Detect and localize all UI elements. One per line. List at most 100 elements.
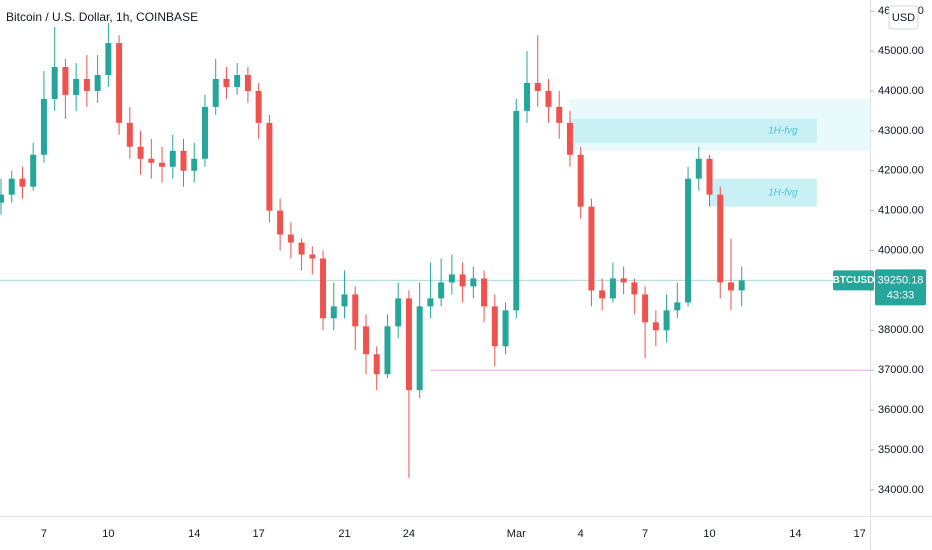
candle-body: [191, 158, 198, 171]
candle-body: [83, 78, 90, 91]
candle-body: [588, 206, 595, 291]
candle-body: [40, 98, 47, 155]
candle-body: [266, 122, 273, 211]
candle-body: [148, 158, 155, 163]
last-price-label: 39250.18: [878, 274, 924, 286]
candle-body: [309, 254, 316, 259]
candle-body: [459, 274, 466, 287]
candle-body: [674, 302, 681, 311]
y-tick-label: 40000.00: [878, 244, 924, 256]
candle-body: [405, 298, 412, 391]
candle-body: [373, 354, 380, 375]
fvg-label: 1H-fvg: [768, 125, 798, 136]
x-tick-label: 17: [854, 528, 866, 540]
y-tick-label: 36000.00: [878, 404, 924, 416]
candle-body: [116, 43, 123, 123]
candle-body: [8, 178, 15, 195]
candle-body: [438, 282, 445, 299]
candle-body: [502, 310, 509, 347]
candle-body: [470, 278, 477, 287]
candle-body: [685, 178, 692, 303]
candle-body: [19, 178, 26, 187]
y-tick-label: 37000.00: [878, 364, 924, 376]
candle-body: [652, 322, 659, 331]
candle-body: [599, 290, 606, 299]
candle-body: [513, 110, 520, 311]
x-tick-label: 7: [41, 528, 47, 540]
candle-body: [609, 278, 616, 299]
candle-body: [105, 43, 112, 75]
y-tick-label: 34000.00: [878, 484, 924, 496]
symbol-label: BTCUSD: [833, 275, 875, 286]
candle-body: [384, 326, 391, 375]
candle-body: [427, 298, 434, 307]
y-tick-label: 43000.00: [878, 125, 924, 137]
candle-body: [620, 278, 627, 283]
candle-body: [341, 294, 348, 307]
candle-body: [706, 158, 713, 195]
currency-label[interactable]: USD: [892, 12, 915, 24]
candle-body: [51, 67, 58, 99]
candle-body: [534, 82, 541, 91]
fvg-zone: [569, 118, 817, 143]
candles: [0, 23, 745, 478]
x-tick-label: 14: [789, 528, 801, 540]
price-badge: [875, 269, 926, 306]
y-tick-label: 44000.00: [878, 85, 924, 97]
candle-body: [244, 74, 251, 91]
x-tick-label: 17: [253, 528, 265, 540]
candle-body: [159, 162, 166, 167]
currency-button[interactable]: [888, 5, 919, 30]
candle-body: [695, 158, 702, 179]
candle-body: [566, 122, 573, 155]
y-tick-label: 45000.00: [878, 45, 924, 57]
candle-body: [137, 146, 144, 159]
candle-body: [180, 150, 187, 171]
candle-body: [320, 258, 327, 319]
candle-body: [330, 306, 337, 319]
candle-body: [717, 194, 724, 283]
candle-body: [481, 278, 488, 307]
candle-body: [577, 154, 584, 207]
candle-body: [0, 194, 4, 203]
y-tick-label: 38000.00: [878, 324, 924, 336]
candle-body: [73, 78, 80, 95]
candle-body: [631, 282, 638, 295]
x-tick-label: 24: [403, 528, 415, 540]
candle-body: [30, 154, 37, 187]
fvg-zone: [709, 178, 817, 207]
chart-title: Bitcoin / U.S. Dollar, 1h, COINBASE: [6, 10, 198, 24]
x-tick-label: 7: [642, 528, 648, 540]
candle-body: [642, 294, 649, 323]
x-tick-label: 10: [102, 528, 114, 540]
candle-body: [738, 280, 745, 291]
candle-body: [126, 122, 133, 147]
candle-body: [395, 298, 402, 327]
candle-body: [212, 78, 219, 107]
candle-body: [234, 74, 241, 87]
candle-body: [416, 306, 423, 391]
x-tick-label: 4: [578, 528, 584, 540]
y-tick-label: 35000.00: [878, 444, 924, 456]
zones: 1H-fvg 1H-fvg: [569, 98, 870, 207]
candle-body: [448, 274, 455, 283]
axes: 34000.00 35000.00 36000.00 37000.00 38000.00…: [41, 5, 924, 540]
candle-body: [94, 74, 101, 91]
y-tick-label: 41000.00: [878, 205, 924, 217]
candle-body: [277, 210, 284, 235]
symbol-badge: [833, 270, 874, 291]
candle-body: [287, 234, 294, 243]
candle-body: [201, 106, 208, 159]
x-tick-label: 14: [188, 528, 200, 540]
levels: [0, 279, 870, 371]
countdown-label: 43:33: [887, 289, 915, 301]
candle-body: [169, 150, 176, 167]
candle-body: [62, 67, 69, 95]
candle-body: [545, 90, 552, 107]
candle-body: [223, 78, 230, 87]
candle-body: [255, 90, 262, 123]
x-tick-label: 21: [338, 528, 350, 540]
x-tick-label: 10: [703, 528, 715, 540]
